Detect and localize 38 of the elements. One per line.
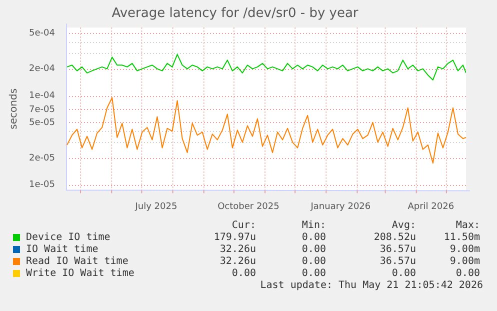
y-axis-title: seconds [8, 88, 20, 130]
text: Avg: [392, 220, 416, 231]
text: 36.57u [380, 244, 416, 255]
chart-title: Average latency for /dev/sr0 - by year [112, 6, 359, 22]
legend-label: IO Wait time [26, 244, 98, 255]
legend-label: Read IO Wait time [26, 256, 128, 267]
text: 11.50m [444, 232, 480, 243]
x-tick-label: October 2025 [218, 202, 280, 212]
text: 9.00m [450, 256, 480, 267]
y-tick-label: 5e-04 [29, 28, 56, 39]
y-tick-label: 1e-05 [29, 180, 55, 190]
text: 0.00 [456, 268, 480, 279]
text: 32.26u [220, 244, 256, 255]
text: Cur: [232, 220, 256, 231]
x-tick-label: April 2026 [408, 202, 454, 212]
text: 0.00 [302, 232, 326, 243]
y-tick-label: 5e-05 [29, 118, 55, 128]
legend-label: Device IO time [26, 232, 110, 243]
y-tick-label: 7e-05 [29, 104, 55, 115]
text: Max: [456, 220, 480, 231]
text: 0.00 [302, 268, 326, 279]
text: 0.00 [302, 244, 326, 255]
y-tick-label: 2e-04 [29, 64, 56, 74]
text: 179.97u [214, 232, 256, 243]
text: Min: [302, 220, 326, 231]
text: 0.00 [232, 268, 256, 279]
text: 32.26u [220, 256, 256, 267]
text: 0.00 [302, 256, 326, 267]
text: 36.57u [380, 256, 416, 267]
text: 208.52u [374, 232, 416, 243]
text: 0.00 [392, 268, 416, 279]
y-tick-label: 1e-04 [29, 91, 56, 102]
text: 9.00m [450, 244, 480, 255]
text: Last update: Thu May 21 21:05:42 2026 [260, 280, 483, 291]
x-tick-label: January 2026 [310, 202, 371, 212]
legend-label: Write IO Wait time [26, 268, 134, 279]
x-tick-label: July 2025 [134, 202, 178, 212]
y-tick-label: 2e-05 [29, 153, 55, 164]
